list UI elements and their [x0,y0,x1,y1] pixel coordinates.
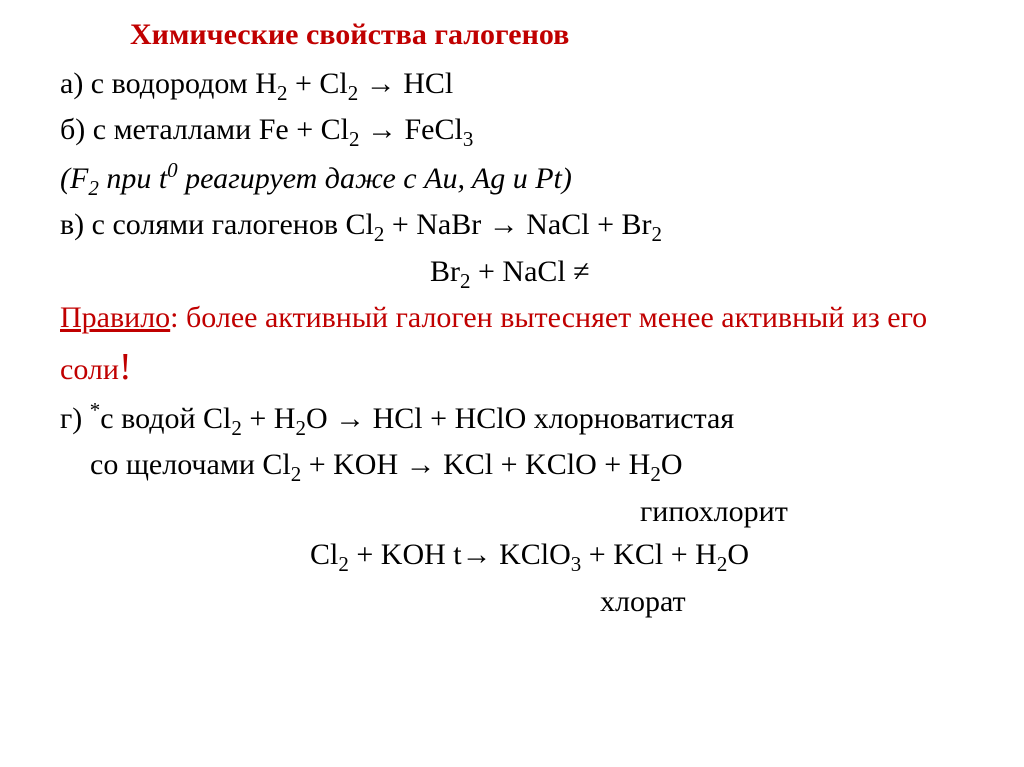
slide-page: Химические свойства галогенов а) с водор… [0,0,1024,643]
rule-label: Правило [60,301,170,334]
reaction-metals: б) с металлами Fe + Cl2 → FeCl3 [60,108,984,154]
rule-body: : более активный галоген вытесняет менее… [60,301,927,386]
reaction-hydrogen: а) с водородом H2 + Cl2 → HCl [60,62,984,108]
rule-line: Правило: более активный галоген вытесняе… [60,296,984,395]
chlorate-label: хлорат [600,580,984,624]
reaction-salts-1: в) с солями галогенов Cl2 + NaBr → NaCl … [60,203,984,249]
rule-exclamation: ! [119,346,132,388]
reaction-salts-2: Br2 + NaCl ≠ [430,250,984,296]
reaction-water: г) *с водой Cl2 + H2O → HCl + HClO хлорн… [60,395,984,443]
slide-title: Химические свойства галогенов [130,18,984,52]
reaction-alkali-1: со щелочами Cl2 + KOH → KCl + KClO + H2O [60,443,984,489]
reaction-alkali-2: Cl2 + KOH t→ KClO3 + KCl + H2O [310,533,984,579]
fluorine-note: (F2 при t0 реагирует даже с Au, Ag и Pt) [60,155,984,203]
hypochlorite-label: гипохлорит [640,490,984,534]
